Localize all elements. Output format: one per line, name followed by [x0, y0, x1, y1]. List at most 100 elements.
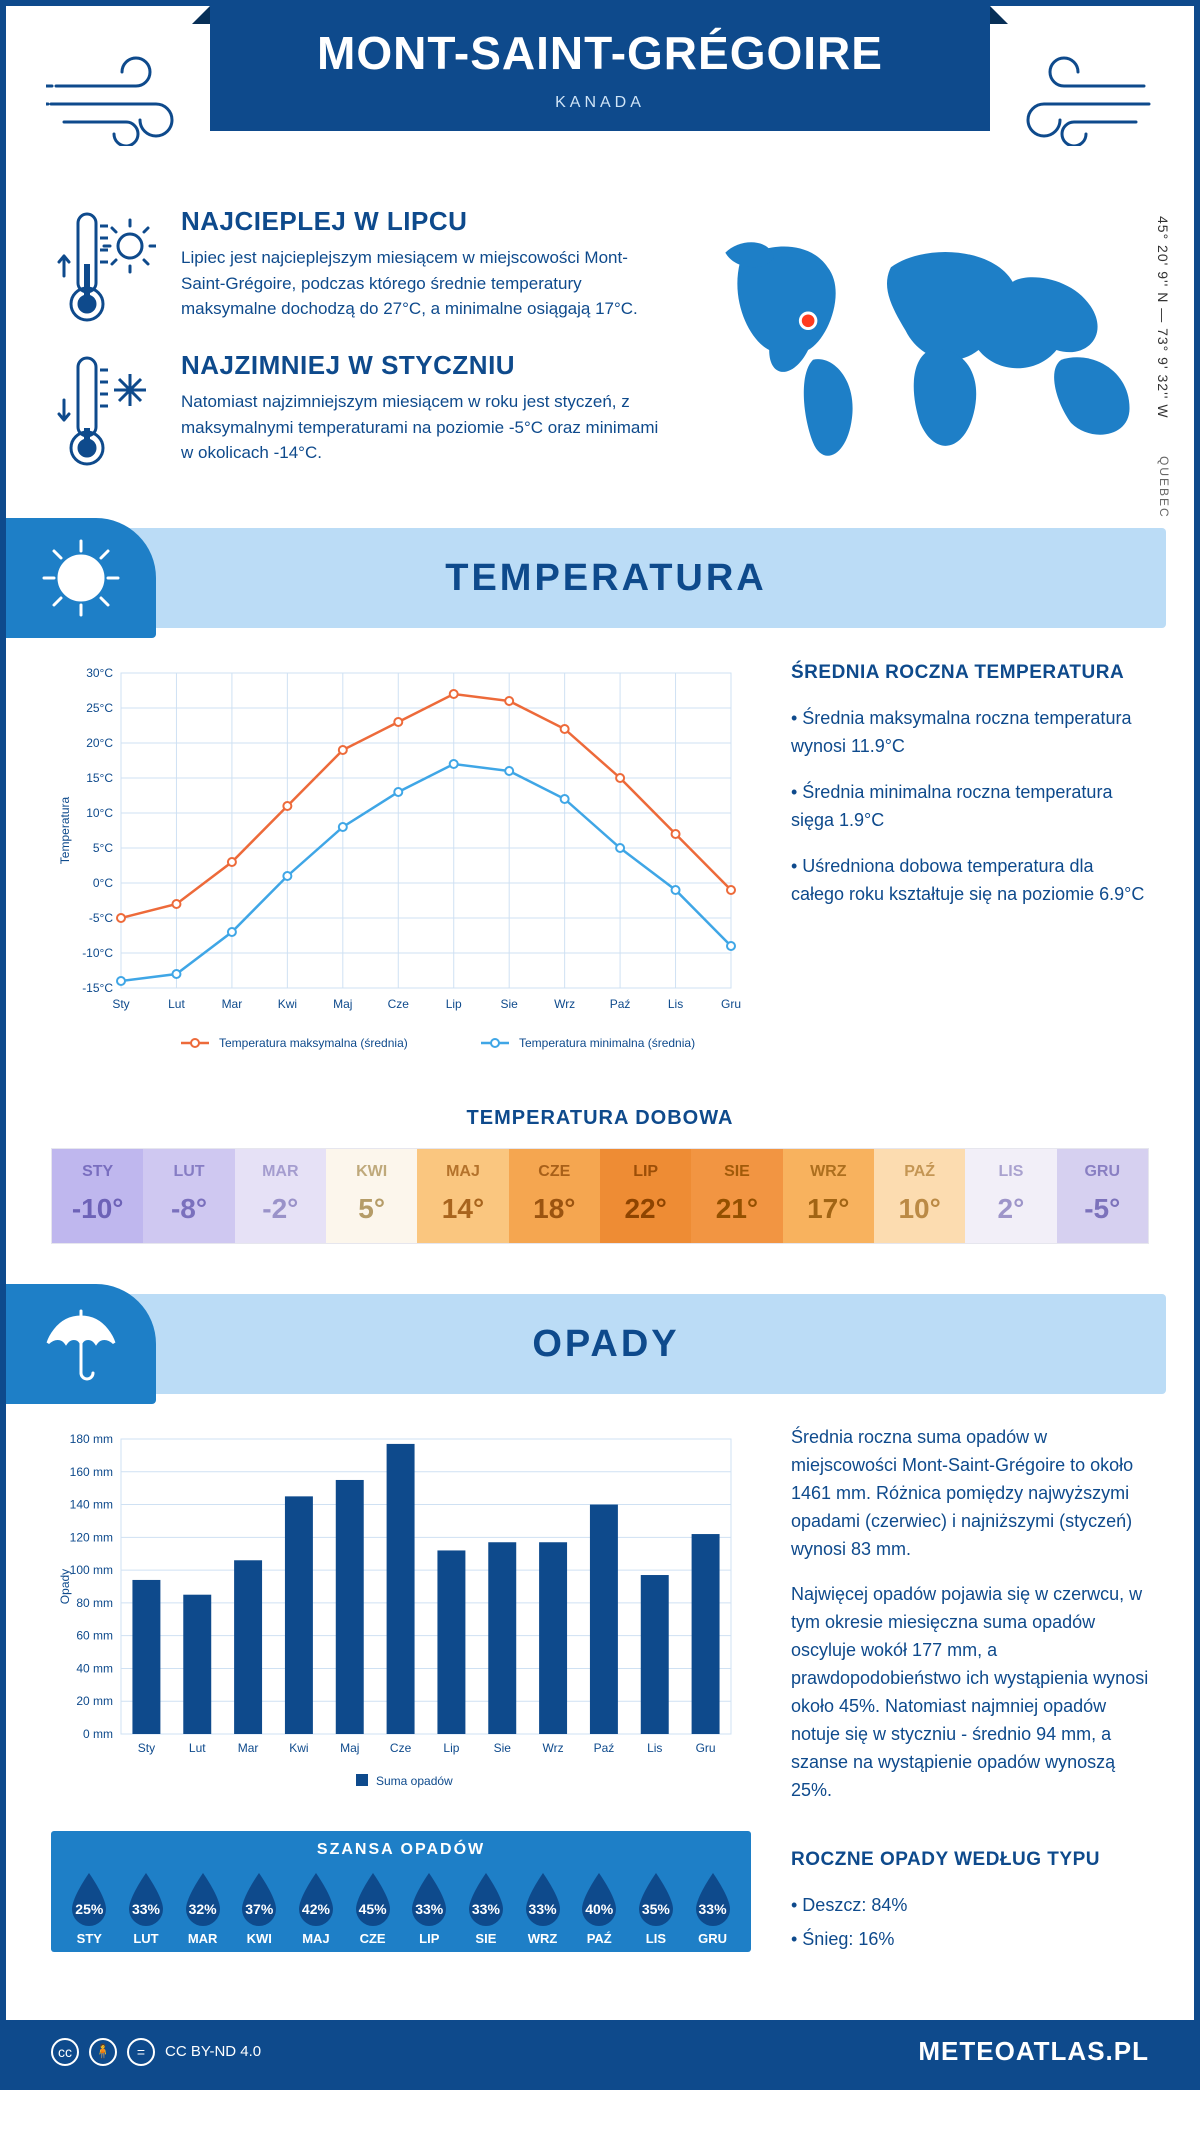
temperature-section-header: TEMPERATURA — [6, 528, 1166, 628]
raindrop-icon: 37% — [234, 1869, 284, 1927]
chance-item: 45% CZE — [344, 1869, 401, 1946]
header: MONT-SAINT-GRÉGOIRE KANADA — [6, 6, 1194, 196]
title-banner: MONT-SAINT-GRÉGOIRE KANADA — [210, 6, 990, 131]
svg-text:80 mm: 80 mm — [76, 1596, 113, 1610]
warmest-text: Lipiec jest najcieplejszym miesiącem w m… — [181, 245, 671, 322]
infographic-page: MONT-SAINT-GRÉGOIRE KANADA — [0, 0, 1200, 2090]
svg-text:Gru: Gru — [721, 997, 741, 1011]
precipitation-chance-box: SZANSA OPADÓW 25% STY 33% LUT 32% MAR 37… — [51, 1831, 751, 1952]
svg-text:25°C: 25°C — [86, 701, 113, 715]
svg-text:Mar: Mar — [238, 1741, 259, 1755]
svg-text:20 mm: 20 mm — [76, 1694, 113, 1708]
daily-temp-cell: LIS2° — [965, 1149, 1056, 1243]
chance-title: SZANSA OPADÓW — [61, 1841, 741, 1859]
svg-text:Lip: Lip — [446, 997, 462, 1011]
page-subtitle: KANADA — [555, 94, 645, 112]
svg-text:Temperatura: Temperatura — [58, 796, 72, 864]
daily-temp-cell: MAJ14° — [417, 1149, 508, 1243]
chance-item: 33% WRZ — [514, 1869, 571, 1946]
chance-item: 33% GRU — [684, 1869, 741, 1946]
svg-text:Cze: Cze — [388, 997, 410, 1011]
temperature-title: TEMPERATURA — [166, 557, 1166, 600]
temp-side-line: • Średnia maksymalna roczna temperatura … — [791, 705, 1149, 761]
by-icon: 🧍 — [89, 2038, 117, 2066]
cc-icon: cc — [51, 2038, 79, 2066]
thermometer-hot-icon — [51, 206, 161, 326]
intro-row: NAJCIEPLEJ W LIPCU Lipiec jest najcieple… — [6, 196, 1194, 528]
precipitation-side-text: Średnia roczna suma opadów w miejscowośc… — [791, 1424, 1149, 1960]
sun-icon — [6, 518, 156, 638]
daily-temp-cell: CZE18° — [509, 1149, 600, 1243]
svg-text:140 mm: 140 mm — [70, 1498, 113, 1512]
svg-text:5°C: 5°C — [93, 841, 113, 855]
svg-text:Paź: Paź — [610, 997, 631, 1011]
precipitation-title: OPADY — [166, 1323, 1166, 1366]
chance-item: 37% KWI — [231, 1869, 288, 1946]
temperature-chart: -15°C-10°C-5°C0°C5°C10°C15°C20°C25°C30°C… — [51, 658, 751, 1063]
svg-text:Paź: Paź — [594, 1741, 615, 1755]
temperature-content: -15°C-10°C-5°C0°C5°C10°C15°C20°C25°C30°C… — [6, 658, 1194, 1093]
raindrop-icon: 33% — [461, 1869, 511, 1927]
intro-text-column: NAJCIEPLEJ W LIPCU Lipiec jest najcieple… — [51, 206, 671, 494]
svg-text:Suma opadów: Suma opadów — [376, 1774, 453, 1788]
svg-text:Lut: Lut — [168, 997, 185, 1011]
svg-text:Opady: Opady — [58, 1569, 72, 1604]
svg-text:Lis: Lis — [647, 1741, 662, 1755]
svg-text:180 mm: 180 mm — [70, 1432, 113, 1446]
daily-temp-table: STY-10°LUT-8°MAR-2°KWI5°MAJ14°CZE18°LIP2… — [51, 1148, 1149, 1244]
daily-temp-cell: LUT-8° — [143, 1149, 234, 1243]
chance-item: 42% MAJ — [288, 1869, 345, 1946]
raindrop-icon: 32% — [178, 1869, 228, 1927]
coldest-text: Natomiast najzimniejszym miesiącem w rok… — [181, 389, 671, 466]
thermometer-cold-icon — [51, 350, 161, 470]
raindrop-icon: 25% — [64, 1869, 114, 1927]
svg-text:160 mm: 160 mm — [70, 1465, 113, 1479]
chance-item: 25% STY — [61, 1869, 118, 1946]
svg-text:Sie: Sie — [494, 1741, 512, 1755]
svg-text:Lip: Lip — [443, 1741, 459, 1755]
svg-text:Mar: Mar — [222, 997, 243, 1011]
raindrop-icon: 33% — [518, 1869, 568, 1927]
chance-item: 33% SIE — [458, 1869, 515, 1946]
svg-text:Gru: Gru — [696, 1741, 716, 1755]
svg-text:Lut: Lut — [189, 1741, 206, 1755]
raindrop-icon: 42% — [291, 1869, 341, 1927]
svg-text:10°C: 10°C — [86, 806, 113, 820]
precip-by-type-title: ROCZNE OPADY WEDŁUG TYPU — [791, 1845, 1149, 1874]
chance-item: 32% MAR — [174, 1869, 231, 1946]
page-title: MONT-SAINT-GRÉGOIRE — [317, 26, 883, 80]
svg-text:120 mm: 120 mm — [70, 1530, 113, 1544]
svg-text:Cze: Cze — [390, 1741, 412, 1755]
license-text: CC BY-ND 4.0 — [165, 2043, 261, 2060]
nd-icon: = — [127, 2038, 155, 2066]
coldest-title: NAJZIMNIEJ W STYCZNIU — [181, 350, 671, 381]
footer: cc 🧍 = CC BY-ND 4.0 METEOATLAS.PL — [6, 2020, 1194, 2084]
svg-text:40 mm: 40 mm — [76, 1661, 113, 1675]
daily-temp-cell: GRU-5° — [1057, 1149, 1148, 1243]
svg-text:-10°C: -10°C — [82, 946, 113, 960]
svg-text:-15°C: -15°C — [82, 981, 113, 995]
precip-para-2: Najwięcej opadów pojawia się w czerwcu, … — [791, 1581, 1149, 1804]
svg-text:Sie: Sie — [501, 997, 519, 1011]
site-name: METEOATLAS.PL — [918, 2036, 1149, 2067]
coldest-block: NAJZIMNIEJ W STYCZNIU Natomiast najzimni… — [51, 350, 671, 470]
avg-temp-title: ŚREDNIA ROCZNA TEMPERATURA — [791, 658, 1149, 687]
precipitation-section-header: OPADY — [6, 1294, 1166, 1394]
svg-text:0 mm: 0 mm — [83, 1727, 113, 1741]
svg-text:Sty: Sty — [112, 997, 129, 1011]
chance-item: 33% LUT — [118, 1869, 175, 1946]
svg-text:Lis: Lis — [668, 997, 683, 1011]
svg-text:0°C: 0°C — [93, 876, 113, 890]
temperature-side-text: ŚREDNIA ROCZNA TEMPERATURA • Średnia mak… — [791, 658, 1149, 1063]
svg-text:100 mm: 100 mm — [70, 1563, 113, 1577]
temp-side-line: • Uśredniona dobowa temperatura dla całe… — [791, 853, 1149, 909]
warmest-block: NAJCIEPLEJ W LIPCU Lipiec jest najcieple… — [51, 206, 671, 326]
coordinates-label: 45° 20' 9'' N — 73° 9' 32'' W — [1155, 216, 1171, 419]
daily-temp-title: TEMPERATURA DOBOWA — [6, 1107, 1194, 1130]
warmest-title: NAJCIEPLEJ W LIPCU — [181, 206, 671, 237]
svg-text:Temperatura minimalna (średnia: Temperatura minimalna (średnia) — [519, 1036, 695, 1050]
wind-icon — [46, 56, 196, 146]
svg-text:20°C: 20°C — [86, 736, 113, 750]
svg-text:30°C: 30°C — [86, 666, 113, 680]
precipitation-bar-chart: 0 mm20 mm40 mm60 mm80 mm100 mm120 mm140 … — [51, 1424, 751, 1804]
